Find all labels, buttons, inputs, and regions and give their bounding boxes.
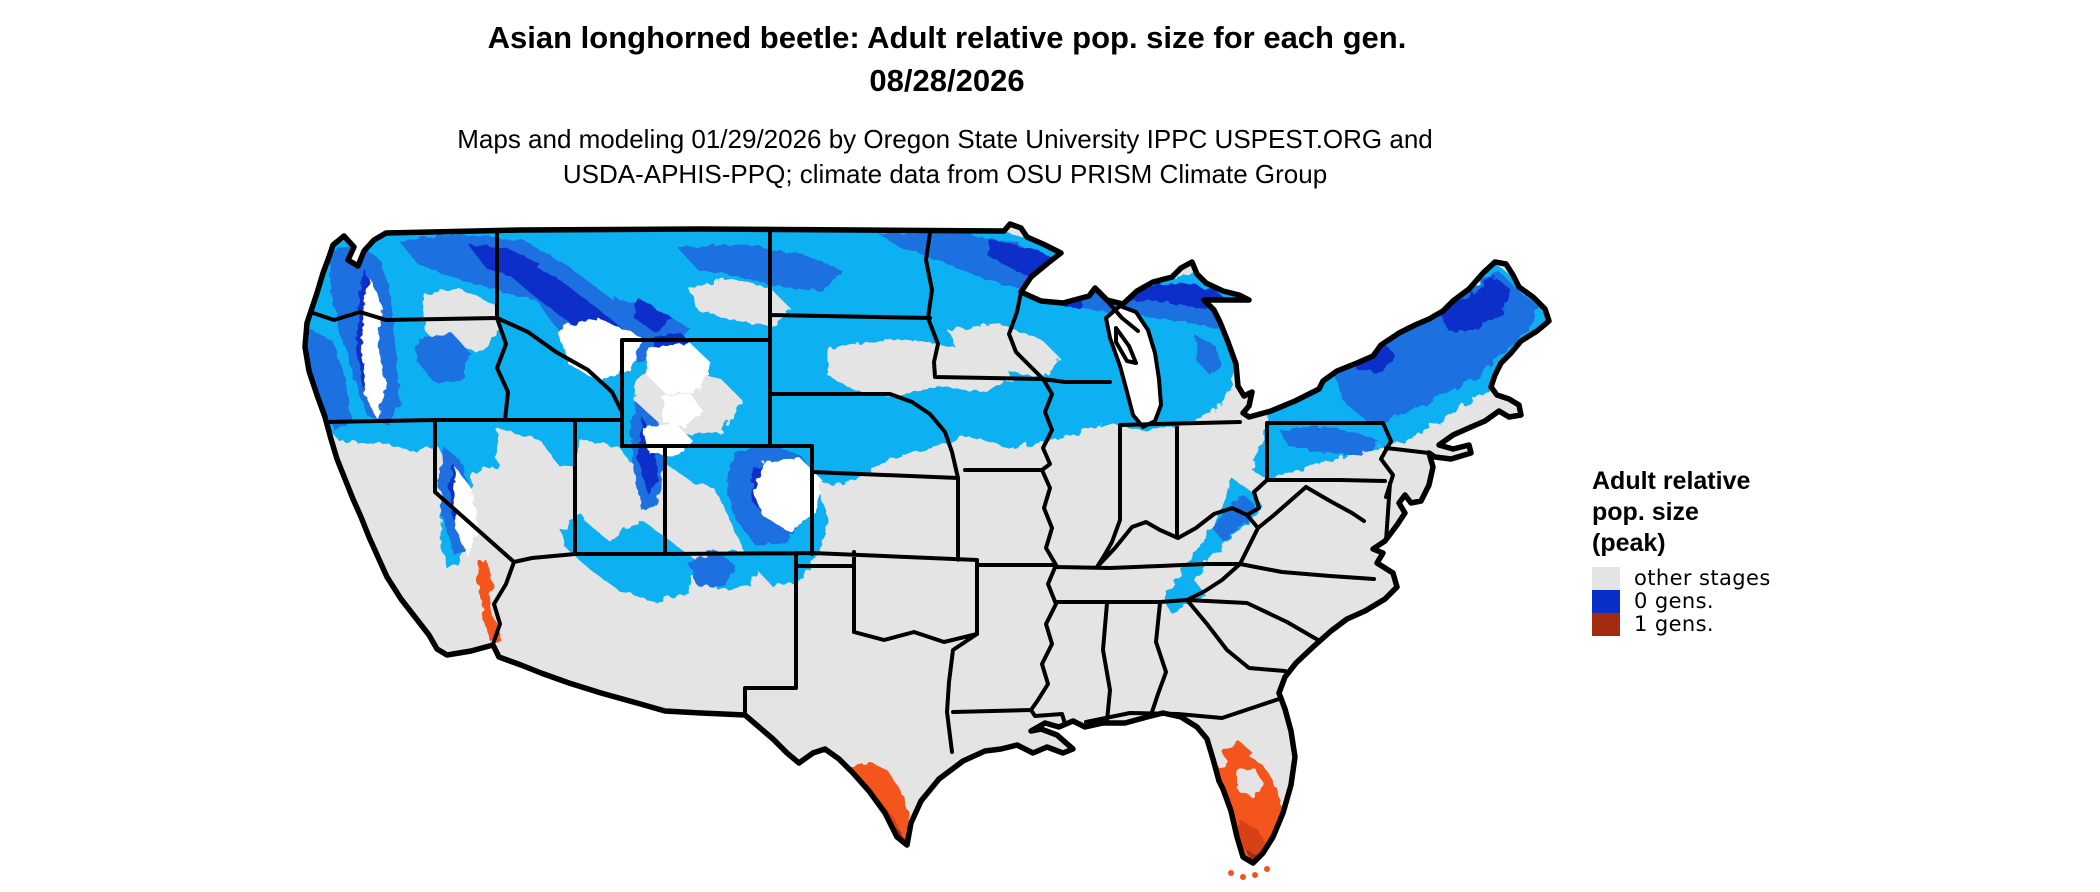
legend-title-line-2: pop. size [1592, 498, 1699, 526]
page-subtitle: Maps and modeling 01/29/2026 by Oregon S… [0, 122, 1890, 192]
legend-swatch-other-stages [1592, 567, 1620, 590]
legend-row-1-gens: 1 gens. [1592, 613, 1892, 636]
legend-items: other stages 0 gens. 1 gens. [1592, 567, 1892, 636]
legend-row-0-gens: 0 gens. [1592, 590, 1892, 613]
title-line-1: Asian longhorned beetle: Adult relative … [487, 20, 1407, 55]
page-title: Asian longhorned beetle: Adult relative … [0, 16, 1894, 102]
florida-keys-dots [1228, 866, 1270, 880]
legend-title: Adult relative pop. size (peak) [1592, 466, 1892, 559]
legend-title-line-1: Adult relative [1592, 467, 1751, 495]
state-borders [308, 229, 1431, 754]
legend-label-other-stages: other stages [1634, 566, 1771, 590]
title-line-2: 08/28/2026 [869, 63, 1025, 98]
legend: Adult relative pop. size (peak) other st… [1592, 466, 1892, 636]
subtitle-line-1: Maps and modeling 01/29/2026 by Oregon S… [457, 124, 1433, 154]
us-outline [302, 221, 1552, 866]
subtitle-line-2: USDA-APHIS-PPQ; climate data from OSU PR… [562, 159, 1328, 189]
great-lakes [1104, 304, 1163, 429]
legend-label-0-gens: 0 gens. [1634, 589, 1715, 613]
legend-row-other-stages: other stages [1592, 567, 1892, 590]
legend-swatch-0-gens [1592, 590, 1620, 613]
legend-label-1-gens: 1 gens. [1634, 612, 1715, 636]
legend-swatch-1-gens [1592, 613, 1620, 636]
legend-title-line-3: (peak) [1592, 529, 1666, 557]
